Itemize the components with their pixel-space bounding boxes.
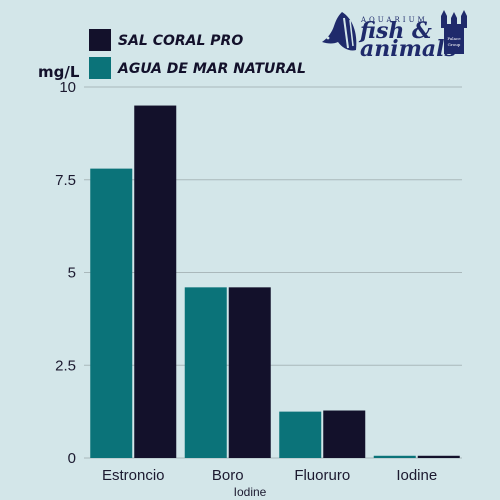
y-axis-ticks: 0 2.5 5 7.5 10	[55, 79, 76, 467]
x-category-label: Fluoruro	[294, 467, 350, 484]
bar-estroncio-agua-de-mar-natural	[90, 168, 133, 458]
bar-iodine-agua-de-mar-natural	[373, 455, 416, 458]
brand-logo: AQUARIUM fish & animals Palace Group	[322, 10, 467, 62]
x-axis-label: Iodine	[234, 485, 267, 499]
bars	[90, 105, 460, 459]
y-tick-label: 7.5	[55, 172, 76, 189]
y-axis-unit-label: mg/L	[38, 63, 80, 81]
bar-boro-agua-de-mar-natural	[184, 287, 227, 458]
x-category-label: Boro	[212, 467, 244, 484]
bar-fluoruro-sal-coral-pro	[323, 410, 366, 458]
castle-badge-icon	[441, 10, 467, 54]
y-tick-label: 2.5	[55, 357, 76, 374]
x-category-label: Iodine	[396, 467, 437, 484]
legend-swatch-agua-de-mar-natural	[89, 57, 111, 79]
y-tick-label: 0	[68, 450, 76, 467]
legend-label-sal-coral-pro: SAL CORAL PRO	[118, 33, 243, 49]
angelfish-logo-icon	[322, 12, 357, 51]
logo-badge-group: Group	[448, 42, 461, 47]
x-category-label: Estroncio	[102, 467, 165, 484]
legend: SAL CORAL PRO AGUA DE MAR NATURAL	[89, 29, 306, 79]
bar-iodine-sal-coral-pro	[417, 455, 460, 458]
y-tick-label: 10	[59, 79, 76, 96]
logo-line-aquarium: AQUARIUM	[360, 16, 428, 24]
logo-badge-palace: Palace	[447, 36, 461, 41]
y-tick-label: 5	[68, 265, 76, 282]
bar-fluoruro-agua-de-mar-natural	[279, 411, 322, 458]
logo-line-fish: fish &	[358, 18, 432, 44]
bar-estroncio-sal-coral-pro	[134, 105, 177, 459]
x-axis-categories: Estroncio Boro Fluoruro Iodine	[102, 467, 437, 484]
legend-label-agua-de-mar-natural: AGUA DE MAR NATURAL	[117, 61, 306, 77]
legend-swatch-sal-coral-pro	[89, 29, 111, 51]
logo-line-animals: animals	[360, 36, 457, 62]
bar-boro-sal-coral-pro	[228, 287, 271, 458]
